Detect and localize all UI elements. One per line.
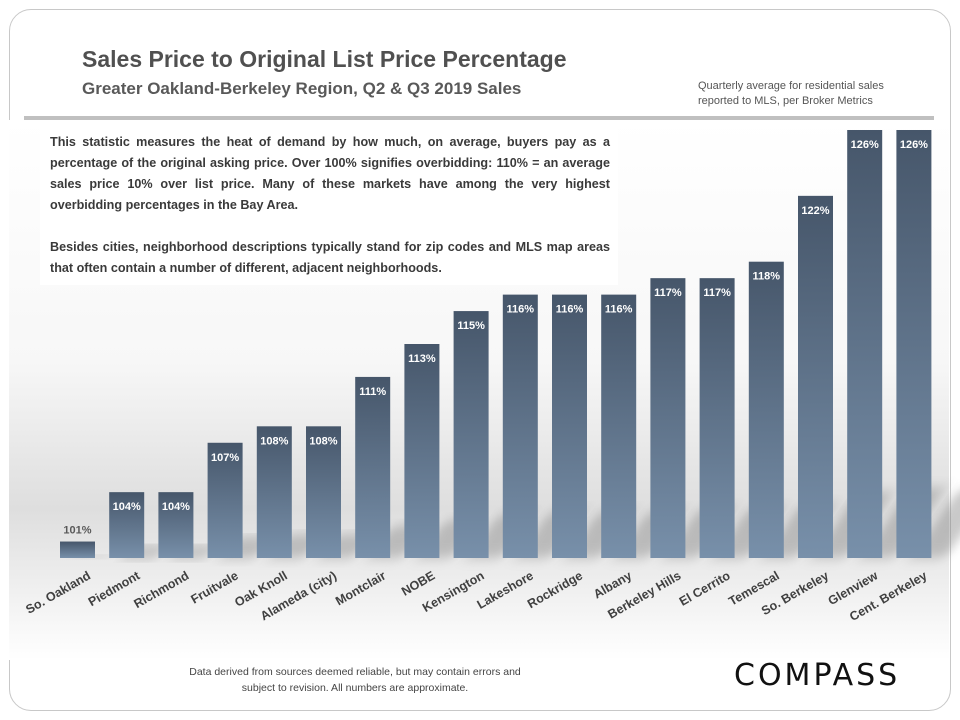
disclaimer-line2: subject to revision. All numbers are app… [241, 682, 469, 694]
x-tick-labels: So. OaklandPiedmontRichmondFruitvaleOak … [23, 568, 929, 624]
x-tick-label: Lakeshore [475, 568, 536, 611]
x-tick-label: So. Oakland [23, 568, 93, 616]
data-label: 126% [900, 139, 928, 151]
bar [404, 344, 440, 558]
bar [748, 261, 784, 558]
bar [109, 492, 145, 558]
bar [847, 130, 883, 558]
bar [552, 294, 587, 558]
data-label: 113% [408, 353, 436, 365]
x-tick-label: Richmond [131, 568, 191, 611]
data-labels: 101% 104% 104% 107% 108% 108% 111% 113% 115% 116%… [63, 139, 928, 537]
bar [355, 376, 391, 558]
disclaimer-line1: Data derived from sources deemed reliabl… [189, 666, 521, 678]
data-label: 111% [359, 386, 386, 398]
chart-subtitle: Greater Oakland-Berkeley Region, Q2 & Q3… [82, 79, 522, 98]
compass-logo: COMPASS [734, 658, 901, 693]
bar [256, 426, 292, 558]
description-paragraph-1: This statistic measures the heat of dema… [50, 135, 610, 212]
bar [650, 278, 686, 558]
data-label: 118% [753, 271, 781, 283]
bar [158, 492, 194, 558]
x-tick-label: Montclair [333, 568, 388, 608]
disclaimer: Data derived from sources deemed reliabl… [160, 664, 550, 696]
bar [502, 294, 538, 558]
bar [699, 278, 735, 558]
bar [60, 541, 95, 558]
data-label: 115% [457, 320, 485, 332]
bar [896, 130, 932, 558]
source-note-line1: Quarterly average for residential sales [698, 80, 884, 92]
data-label: 117% [654, 287, 682, 299]
data-label: 104% [162, 501, 190, 513]
description-paragraph-2: Besides cities, neighborhood description… [50, 240, 610, 275]
chart-title: Sales Price to Original List Price Perce… [82, 46, 567, 72]
data-label: 101% [63, 525, 91, 537]
source-note-line2: reported to MLS, per Broker Metrics [698, 95, 873, 107]
data-label: 117% [703, 287, 731, 299]
x-tick-label: Fruitvale [188, 568, 240, 606]
x-tick-label: El Cerrito [677, 568, 733, 608]
x-tick-label: NOBE [399, 568, 437, 598]
data-label: 116% [507, 304, 535, 316]
source-note: Quarterly average for residential sales … [698, 79, 884, 109]
bars [60, 130, 932, 558]
data-label: 108% [260, 435, 288, 447]
data-label: 116% [556, 304, 584, 316]
data-label: 104% [113, 501, 141, 513]
data-label: 107% [211, 452, 239, 464]
x-tick-label: Rockridge [525, 568, 585, 611]
data-label: 122% [801, 205, 829, 217]
bar [306, 426, 341, 558]
bar [601, 294, 637, 558]
header-divider [24, 116, 934, 120]
bar [453, 311, 489, 558]
data-label: 108% [309, 435, 337, 447]
data-label: 126% [851, 139, 879, 151]
description-box: This statistic measures the heat of dema… [40, 126, 618, 285]
data-label: 116% [605, 304, 633, 316]
bar [798, 195, 833, 558]
bar [207, 442, 243, 558]
